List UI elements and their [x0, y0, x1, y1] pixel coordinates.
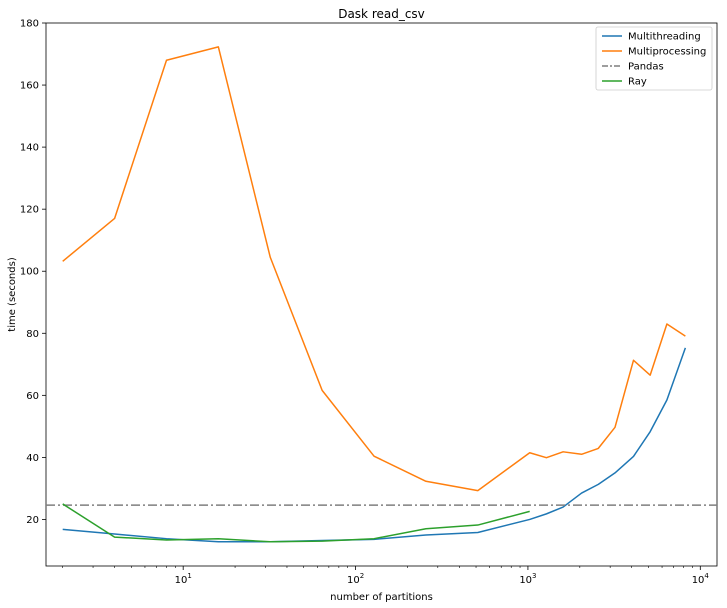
x-tick-label: 104 [692, 572, 710, 586]
y-tick-label: 100 [20, 267, 39, 278]
x-tick-label: 103 [519, 572, 536, 586]
series-layer [46, 46, 717, 543]
y-tick-label: 60 [26, 391, 39, 402]
x-tick-label-exponent: 1 [187, 572, 191, 580]
y-tick-label: 120 [20, 205, 39, 216]
x-tick-label-base: 10 [692, 575, 705, 586]
y-tick-label: 40 [26, 453, 39, 464]
y-axis: 20 40 60 80 100 120 140 160 180 [20, 19, 46, 526]
legend-label-pandas: Pandas [628, 62, 664, 73]
series-line-multithreading [62, 347, 687, 543]
x-tick-label-exponent: 3 [532, 572, 536, 580]
series-line-ray [62, 503, 530, 543]
x-axis: 101 102 103 104 [62, 566, 710, 586]
x-tick-label-base: 10 [519, 575, 532, 586]
y-axis-title: time (seconds) [7, 257, 18, 332]
y-tick-label: 140 [20, 143, 39, 154]
x-tick-label-base: 10 [175, 575, 188, 586]
y-tick-label: 180 [20, 19, 39, 30]
x-tick-label: 102 [347, 572, 364, 586]
legend-box [595, 26, 713, 91]
x-axis-title: number of partitions [330, 592, 433, 603]
axes-frame [45, 22, 718, 567]
y-tick-label: 160 [20, 81, 39, 92]
plot-area [45, 22, 718, 567]
x-tick-label-base: 10 [347, 575, 360, 586]
x-tick-label-exponent: 4 [704, 572, 709, 580]
legend-label-multithreading: Multithreading [628, 32, 701, 43]
chart-title: Dask read_csv [338, 7, 425, 21]
y-tick-label: 80 [26, 329, 39, 340]
legend-label-ray: Ray [628, 77, 647, 88]
y-tick-label: 20 [26, 515, 39, 526]
series-line-multiprocessing [62, 46, 686, 492]
legend-label-multiprocessing: Multiprocessing [628, 47, 706, 58]
x-tick-label: 101 [175, 572, 192, 586]
x-tick-label-exponent: 2 [360, 572, 364, 580]
legend: Multithreading Multiprocessing Pandas Ray [595, 26, 713, 91]
